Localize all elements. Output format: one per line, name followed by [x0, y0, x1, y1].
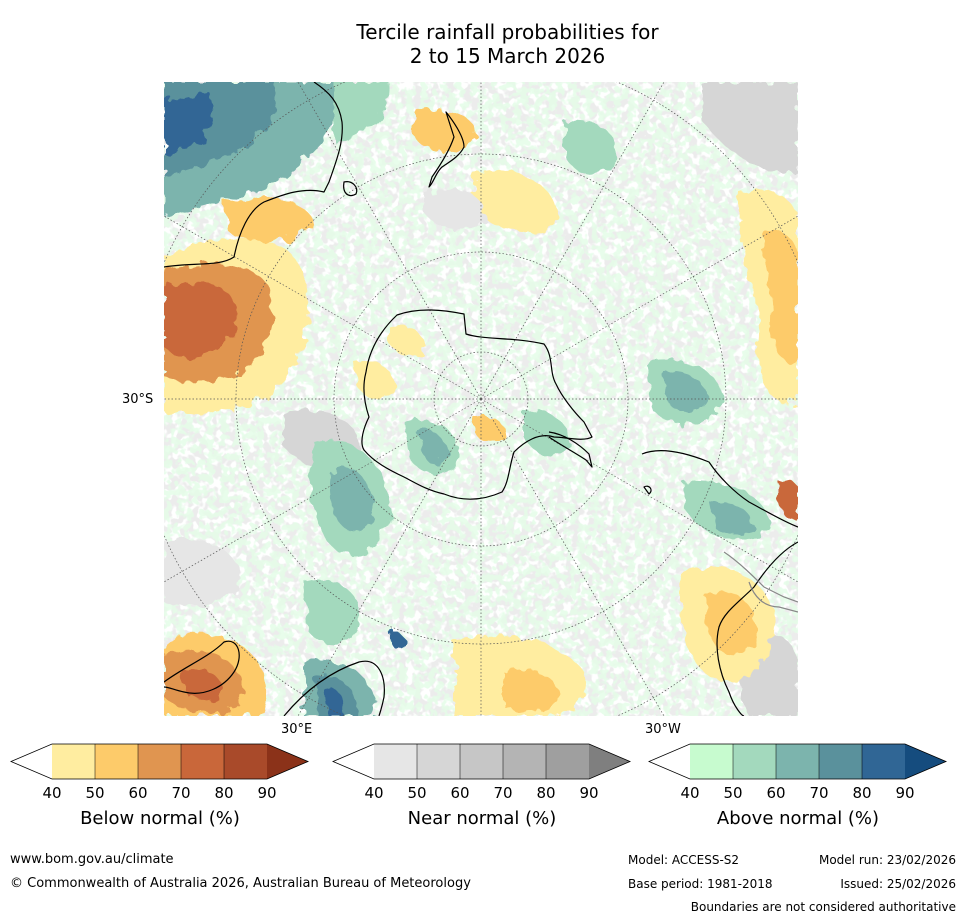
australia-coastline [164, 82, 343, 268]
colorbar-below-swatch-0 [11, 744, 52, 779]
antarctica-coastline [361, 309, 593, 500]
colorbar-near-swatch-3 [460, 744, 503, 779]
issued-text: Issued: 25/02/2026 [840, 877, 956, 891]
colorbar-below-swatch-5 [224, 744, 267, 779]
colorbar-near-tick: 50 [407, 784, 427, 802]
colorbar-near-normal [332, 743, 632, 785]
colorbar-above-normal [648, 743, 948, 785]
new-zealand-coastline [428, 111, 465, 188]
colorbar-below-tick: 50 [85, 784, 105, 802]
antarctic-peninsula-coastline [548, 431, 593, 468]
colorbar-above-swatch-5 [862, 744, 905, 779]
colorbar-near-swatch-4 [503, 744, 546, 779]
colorbar-below-tick: 80 [214, 784, 234, 802]
colorbar-above-swatch-1 [690, 744, 733, 779]
colorbar-below-tick: 40 [42, 784, 62, 802]
colorbar-above-swatch-6 [905, 744, 946, 779]
colorbar-above-swatch-2 [733, 744, 776, 779]
chart-title: Tercile rainfall probabilities for 2 to … [0, 20, 965, 68]
graticule [164, 82, 798, 716]
colorbar-below-tick: 70 [171, 784, 191, 802]
colorbar-near-swatch-6 [589, 744, 630, 779]
colorbar-above-tick: 40 [680, 784, 700, 802]
colorbar-near-label: Near normal (%) [407, 808, 557, 829]
colorbar-above-tick: 70 [809, 784, 829, 802]
colorbar-near-tick: 40 [364, 784, 384, 802]
colorbar-near-swatch-0 [333, 744, 374, 779]
falklands-coastline [643, 485, 652, 495]
south-america-coastline [641, 450, 798, 528]
africa-coastline [716, 541, 798, 716]
website-link[interactable]: www.bom.gov.au/climate [10, 852, 174, 867]
probability-map [164, 82, 798, 716]
colorbar-below-label: Below normal (%) [80, 808, 240, 829]
colorbar-below-tick: 60 [128, 784, 148, 802]
colorbar-above-tick: 50 [723, 784, 743, 802]
colorbar-near-tick: 80 [536, 784, 556, 802]
model-text: Model: ACCESS-S2 [628, 853, 740, 867]
colorbar-below-normal [10, 743, 310, 785]
copyright-text: © Commonwealth of Australia 2026, Austra… [10, 876, 471, 891]
colorbar-above-label: Above normal (%) [716, 808, 880, 829]
colorbar-below-swatch-3 [138, 744, 181, 779]
tasmania-coastline [343, 181, 358, 197]
colorbar-below-tick: 90 [257, 784, 277, 802]
colorbar-below-swatch-6 [267, 744, 308, 779]
model-run-text: Model run: 23/02/2026 [818, 853, 956, 867]
colorbar-above-swatch-4 [819, 744, 862, 779]
south-coastline [283, 660, 385, 716]
colorbar-above-tick: 60 [766, 784, 786, 802]
southwest-coastline [164, 640, 240, 694]
latitude-label: 30°S [122, 392, 154, 407]
colorbar-below-swatch-4 [181, 744, 224, 779]
probability-patches [164, 82, 798, 716]
base-period-text: Base period: 1981-2018 [628, 877, 773, 891]
colorbar-above-tick: 80 [852, 784, 872, 802]
colorbar-near-tick: 60 [450, 784, 470, 802]
title-line-2: 2 to 15 March 2026 [409, 44, 606, 68]
colorbar-near-tick: 70 [493, 784, 513, 802]
disclaimer-text: Boundaries are not considered authoritat… [690, 900, 956, 914]
longitude-label-30e: 30°E [281, 722, 313, 737]
longitude-label-30w: 30°W [645, 722, 681, 737]
colorbar-below-swatch-2 [95, 744, 138, 779]
colorbar-above-swatch-0 [649, 744, 690, 779]
colorbar-above-tick: 90 [895, 784, 915, 802]
colorbar-near-swatch-1 [374, 744, 417, 779]
colorbar-near-tick: 90 [579, 784, 599, 802]
colorbar-below-swatch-1 [52, 744, 95, 779]
borders [723, 551, 798, 613]
colorbar-near-swatch-2 [417, 744, 460, 779]
coastlines [164, 82, 798, 716]
title-line-1: Tercile rainfall probabilities for [356, 20, 659, 44]
colorbar-near-swatch-5 [546, 744, 589, 779]
colorbar-above-swatch-3 [776, 744, 819, 779]
